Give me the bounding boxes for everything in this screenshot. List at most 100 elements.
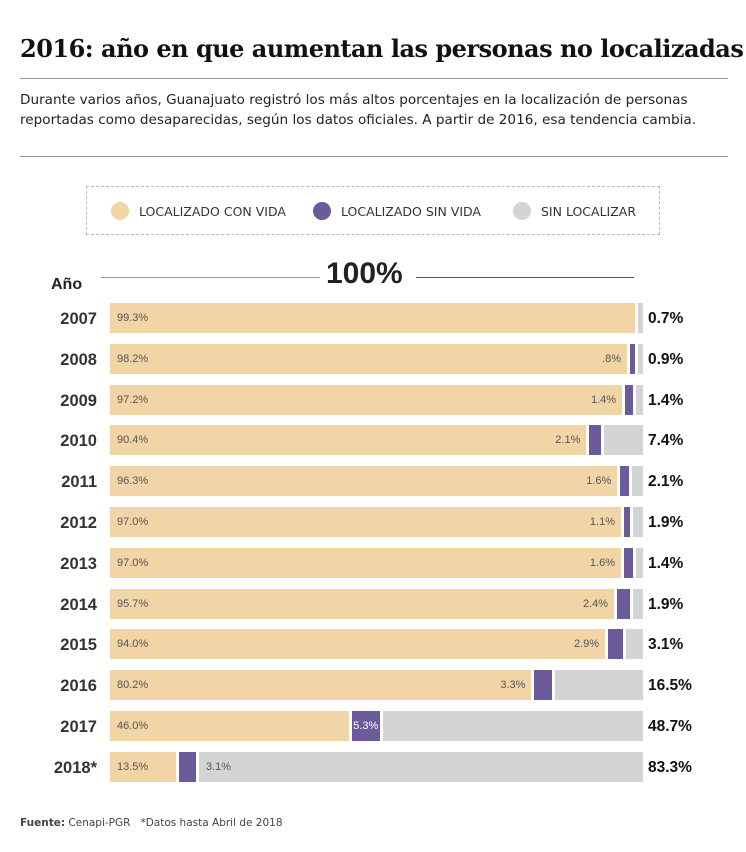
legend-swatch (313, 202, 331, 220)
bar-sin-vida (617, 588, 630, 619)
divider (20, 78, 728, 79)
bar-sin-vida (608, 629, 624, 660)
bar-sin-vida (624, 547, 633, 578)
bar-con-vida (110, 384, 623, 415)
bar-sin-vida (534, 670, 553, 701)
value-label-con-vida: 97.0% (117, 516, 149, 528)
year-label: 2009 (60, 391, 97, 410)
value-label-con-vida: 90.4% (117, 434, 149, 447)
value-label-sin-localizar: 2.1% (648, 473, 684, 491)
bar-con-vida (110, 547, 621, 578)
value-label-sin-vida: 2.4% (583, 597, 609, 610)
value-label-sin-vida: 3.3% (500, 679, 526, 692)
value-label-con-vida: 94.0% (117, 638, 149, 651)
value-label-sin-vida: 3.1% (206, 760, 232, 773)
axis-label: Año (51, 276, 83, 293)
legend-label: LOCALIZADO SIN VIDA (341, 203, 481, 219)
bar-con-vida (110, 303, 635, 333)
divider (20, 156, 728, 157)
bar-sin-localizar (383, 711, 643, 741)
chart-title: 2016: año en que aumentan las personas n… (20, 34, 744, 63)
year-label: 2012 (60, 514, 97, 532)
year-label: 2014 (60, 595, 97, 614)
year-label: 2015 (60, 636, 97, 655)
value-label-con-vida: 96.3% (117, 475, 149, 488)
bar-con-vida (110, 466, 618, 497)
value-label-sin-localizar: 83.3% (648, 758, 692, 776)
value-label-con-vida: 13.5% (117, 760, 149, 773)
value-label-sin-vida: 2.9% (573, 638, 600, 651)
bar-con-vida (110, 670, 532, 701)
bar-sin-localizar (632, 588, 643, 619)
value-label-sin-vida: 2.1% (555, 434, 581, 447)
bar-sin-vida (352, 711, 381, 741)
legend-swatch (111, 202, 129, 220)
value-label-sin-localizar: 0.7% (648, 310, 684, 327)
value-label-sin-localizar: 3.1% (648, 636, 684, 654)
legend-swatch (513, 202, 531, 220)
bar-sin-localizar (631, 466, 643, 497)
chart-subtitle: Durante varios años, Guanajuato registró… (20, 92, 697, 128)
bar-sin-vida (620, 466, 629, 497)
bar-con-vida (110, 507, 621, 537)
value-label-sin-localizar: 0.9% (648, 350, 684, 368)
scale-line-left (101, 277, 320, 278)
value-label-sin-localizar: 1.9% (648, 595, 684, 613)
year-label: 2018* (53, 758, 97, 777)
year-label: 2010 (60, 432, 97, 451)
bar-sin-localizar (635, 547, 643, 578)
year-label: 2011 (61, 473, 97, 492)
footer: Fuente: Cenapi-PGR *Datos hasta Abril de… (20, 817, 283, 829)
bar-con-vida (110, 751, 177, 782)
bar-con-vida (110, 629, 606, 660)
legend-label: SIN LOCALIZAR (541, 203, 637, 219)
value-label-sin-localizar: 48.7% (648, 718, 692, 735)
year-label: 2017 (60, 718, 97, 736)
value-label-sin-localizar: 16.5% (648, 677, 692, 695)
bar-sin-vida (630, 343, 635, 374)
bar-sin-vida (624, 507, 630, 537)
bar-con-vida (110, 343, 627, 374)
value-label-sin-vida: 5.3% (353, 720, 379, 732)
bar-sin-localizar (199, 751, 643, 782)
bar-sin-localizar (626, 629, 643, 660)
value-label-sin-localizar: 1.9% (648, 514, 684, 531)
bar-sin-localizar (555, 670, 643, 701)
value-label-sin-vida: .8% (602, 352, 621, 365)
value-label-con-vida: 98.2% (117, 352, 149, 365)
bar-sin-localizar (603, 425, 643, 456)
value-label-sin-vida: 1.1% (589, 516, 615, 528)
value-label-con-vida: 46.0% (117, 720, 149, 732)
year-label: 2008 (60, 350, 97, 369)
legend-label: LOCALIZADO CON VIDA (139, 203, 286, 219)
scale-line-right (416, 277, 634, 278)
value-label-con-vida: 97.0% (117, 556, 149, 569)
bar-sin-localizar (638, 303, 643, 333)
bar-con-vida (110, 588, 615, 619)
footnote: *Datos hasta Abril de 2018 (140, 817, 283, 829)
bar-sin-localizar (638, 343, 643, 374)
legend-item-sin-vida: LOCALIZADO SIN VIDA (313, 202, 481, 220)
year-label: 2007 (60, 310, 97, 328)
value-label-sin-localizar: 1.4% (648, 554, 684, 572)
bar-sin-vida (179, 751, 196, 782)
source-label: Fuente: (20, 817, 66, 829)
value-label-con-vida: 97.2% (117, 393, 149, 406)
year-label: 2013 (60, 554, 97, 573)
source: Cenapi-PGR (68, 817, 131, 829)
value-label-sin-localizar: 7.4% (648, 432, 684, 450)
bar-con-vida (110, 711, 350, 741)
value-label-sin-vida: 1.4% (590, 393, 617, 406)
value-label-con-vida: 99.3% (117, 312, 149, 324)
value-label-sin-localizar: 1.4% (648, 391, 684, 409)
legend: LOCALIZADO CON VIDA LOCALIZADO SIN VIDA … (86, 186, 660, 235)
bar-con-vida (110, 425, 587, 456)
legend-item-sin-localizar: SIN LOCALIZAR (513, 202, 636, 220)
year-label: 2016 (60, 677, 97, 696)
bar-sin-localizar (632, 507, 643, 537)
value-label-con-vida: 80.2% (117, 679, 149, 692)
scale-label: 100% (326, 257, 403, 290)
legend-item-con-vida: LOCALIZADO CON VIDA (111, 202, 286, 220)
bar-sin-vida (589, 425, 601, 456)
bar-sin-localizar (635, 384, 643, 415)
